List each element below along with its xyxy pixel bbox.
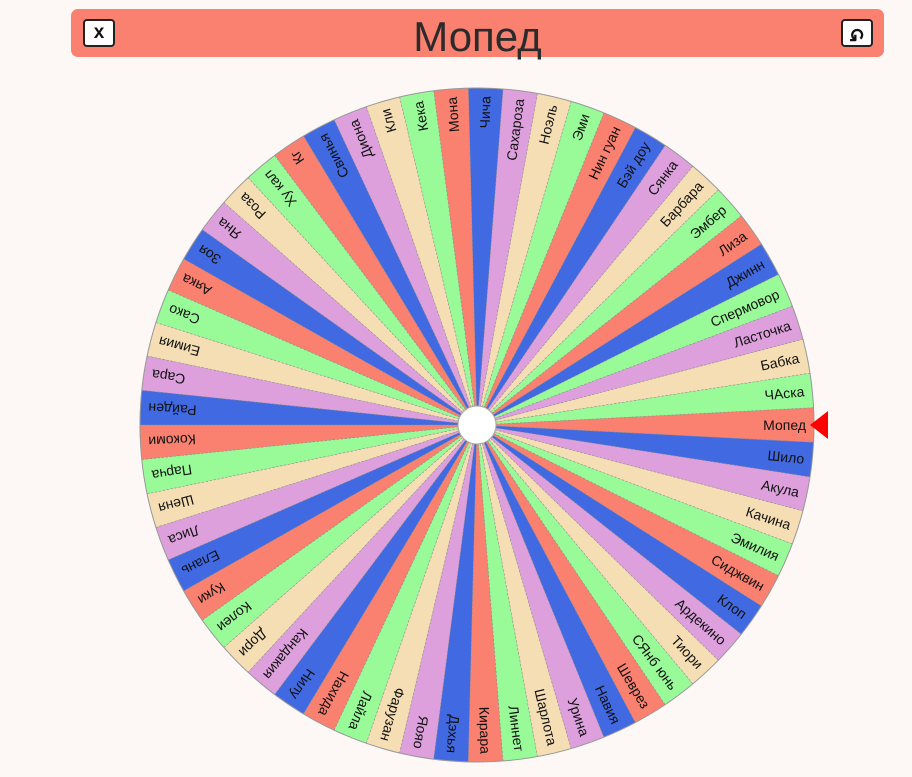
title-bar: x Мопед ↺ [71,9,884,60]
wheel-segment-label: Кли [377,107,399,135]
close-button[interactable]: x [83,19,115,47]
wheel-segment-label: Акула [760,477,801,501]
wheel-segment-label: Кирара [476,707,493,755]
wheel-segment-label: Сахароза [503,97,527,161]
winner-title: Мопед [413,13,542,60]
wheel-hub[interactable] [457,405,497,445]
wheel-segment-label: Парча [150,462,193,484]
wheel-segment-label: Кека [410,100,431,133]
wheel-segment-label: ЧАска [764,383,806,403]
wheel-segment-label: Мона [444,96,463,132]
wheel-segment-label: Яояо [410,715,432,751]
wheel-segments [139,87,815,763]
wheel-segment-label: Чича [477,96,494,129]
wheel-segment-label: Райден [148,400,197,418]
wheel-segment-label: Сара [150,366,186,387]
wheel-pointer-icon [810,411,828,439]
wheel-segment-label: Бабка [759,350,801,374]
wheel-segment-label: Линнет [505,704,527,752]
wheel-segment-label: Дэхья [444,714,463,753]
wheel-segment-label: Шило [767,447,805,467]
undo-button[interactable]: ↺ [841,19,873,47]
wheel-segment-label: Мопед [763,417,806,433]
wheel-segment-label: Кокоми [148,432,196,450]
